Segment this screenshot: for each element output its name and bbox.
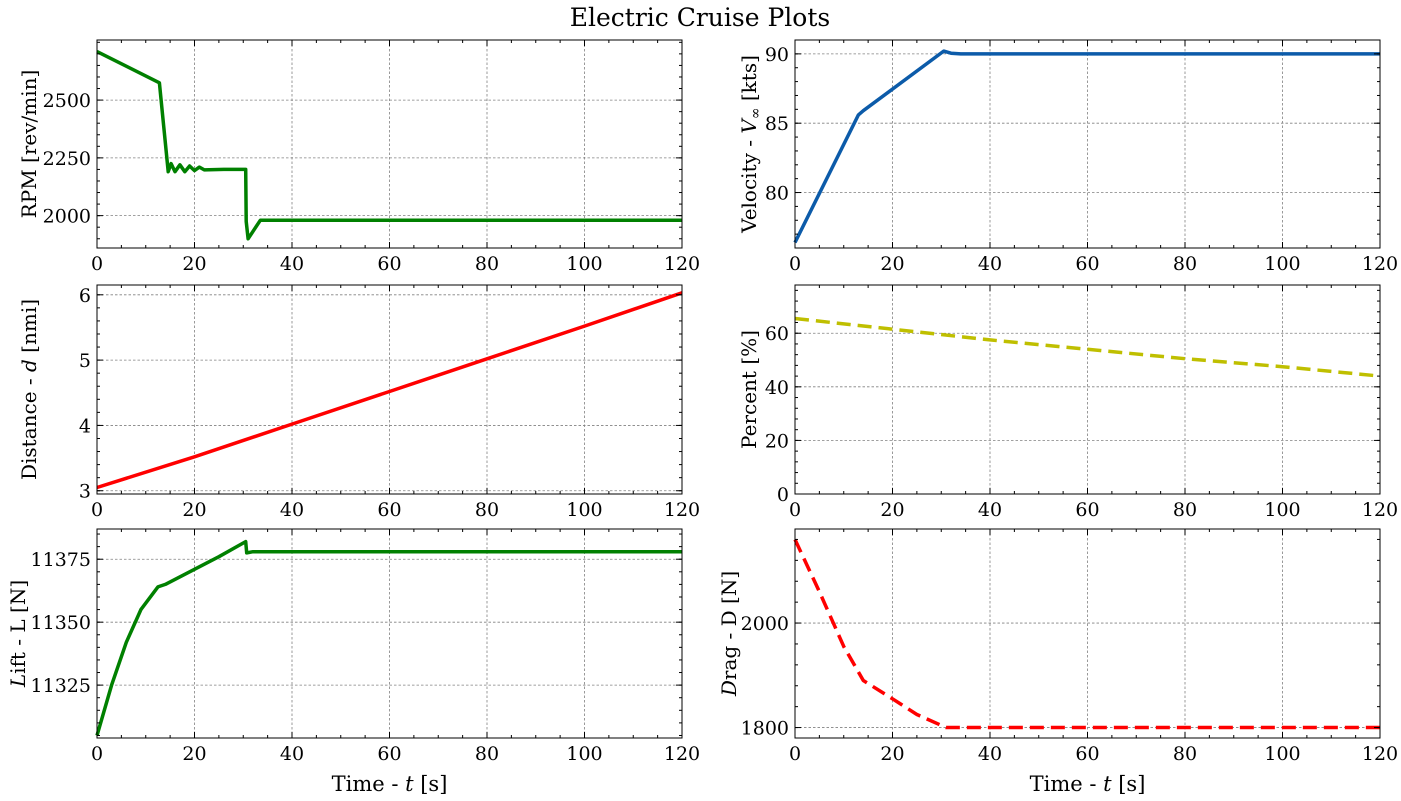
y-axis-label: Distance - d [nmi] (17, 299, 41, 480)
y-axis-label: Velocity - V∞ [kts] (737, 55, 764, 234)
x-tick-label: 120 (1362, 253, 1398, 275)
x-tick-label: 20 (182, 499, 206, 521)
series-line (794, 316, 1381, 378)
x-tick-label: 120 (664, 253, 700, 275)
y-tick-label: 90 (765, 44, 789, 66)
y-tick-label: 85 (765, 113, 789, 135)
y-axis-label: Lift - L [N] (6, 580, 30, 688)
x-tick-label: 40 (280, 743, 304, 765)
x-tick-label: 120 (664, 743, 700, 765)
x-tick-label: 0 (91, 743, 103, 765)
x-tick-label: 80 (475, 499, 499, 521)
y-tick-label: 4 (79, 415, 91, 437)
grid (794, 40, 1381, 248)
tick-marks (794, 529, 1381, 738)
y-axis-label: Drag - D [N] (717, 571, 741, 697)
y-tick-label: 11375 (31, 549, 91, 571)
series-line (96, 291, 683, 490)
x-tick-label: 40 (978, 743, 1002, 765)
y-tick-label: 60 (765, 323, 789, 345)
x-tick-label: 100 (566, 253, 602, 275)
grid (96, 40, 683, 248)
x-tick-label: 80 (1173, 499, 1197, 521)
series-line (95, 539, 682, 736)
x-tick-label: 60 (377, 253, 401, 275)
y-tick-label: 40 (765, 377, 789, 399)
x-tick-label: 0 (91, 253, 103, 275)
y-tick-label: 2000 (43, 206, 91, 228)
x-tick-label: 80 (1173, 253, 1197, 275)
x-tick-label: 0 (789, 743, 801, 765)
y-tick-label: 2000 (741, 613, 789, 635)
y-tick-label: 2500 (43, 90, 91, 112)
x-tick-label: 20 (880, 499, 904, 521)
series-line (793, 49, 1380, 244)
y-tick-label: 1800 (741, 718, 789, 740)
series-line (96, 50, 682, 241)
y-tick-label: 11350 (31, 612, 91, 634)
series-line (793, 538, 1380, 730)
x-tick-label: 80 (1173, 743, 1197, 765)
x-tick-label: 40 (280, 253, 304, 275)
x-tick-label: 60 (1075, 743, 1099, 765)
x-tick-label: 40 (978, 253, 1002, 275)
y-axis-label: RPM [rev/min] (17, 70, 41, 219)
grid (96, 529, 683, 738)
y-tick-label: 6 (79, 285, 91, 307)
x-tick-label: 100 (566, 499, 602, 521)
tick-marks (96, 529, 683, 738)
x-tick-label: 60 (377, 743, 401, 765)
tick-marks (96, 285, 683, 494)
figure-title: Electric Cruise Plots (570, 3, 830, 32)
x-tick-label: 20 (182, 743, 206, 765)
x-tick-label: 120 (1362, 499, 1398, 521)
x-tick-label: 20 (880, 253, 904, 275)
y-tick-label: 5 (79, 350, 91, 372)
y-tick-label: 80 (765, 183, 789, 205)
x-tick-label: 0 (91, 499, 103, 521)
x-tick-label: 120 (1362, 743, 1398, 765)
grid (96, 285, 683, 494)
grid (794, 529, 1381, 738)
y-axis-label: Percent [%] (737, 330, 761, 449)
x-tick-label: 40 (280, 499, 304, 521)
grid (794, 285, 1381, 495)
x-tick-label: 60 (1075, 499, 1099, 521)
tick-marks (96, 40, 683, 248)
x-axis-label: Time - t [s] (332, 772, 448, 796)
x-tick-label: 20 (880, 743, 904, 765)
x-tick-label: 20 (182, 253, 206, 275)
y-tick-label: 3 (79, 481, 91, 503)
tick-marks (794, 285, 1381, 495)
y-tick-label: 11325 (31, 675, 91, 697)
x-tick-label: 80 (475, 743, 499, 765)
subplot-middle-left: 0 20 40 60 80 100 120 3 4 5 6 Distance - d [nmi] (17, 284, 700, 521)
x-tick-label: 80 (475, 253, 499, 275)
y-tick-label: 20 (765, 430, 789, 452)
y-tick-label: 2250 (43, 148, 91, 170)
x-tick-label: 60 (1075, 253, 1099, 275)
x-tick-label: 0 (789, 253, 801, 275)
x-tick-label: 40 (978, 499, 1002, 521)
x-tick-label: 100 (1264, 253, 1300, 275)
x-tick-label: 100 (566, 743, 602, 765)
x-tick-label: 100 (1264, 743, 1300, 765)
x-tick-label: 60 (377, 499, 401, 521)
x-tick-label: 100 (1264, 499, 1300, 521)
tick-marks (794, 39, 1381, 249)
x-tick-label: 0 (789, 499, 801, 521)
x-axis-label: Time - t [s] (1030, 772, 1146, 796)
x-tick-label: 120 (664, 499, 700, 521)
y-tick-label: 0 (777, 484, 789, 506)
